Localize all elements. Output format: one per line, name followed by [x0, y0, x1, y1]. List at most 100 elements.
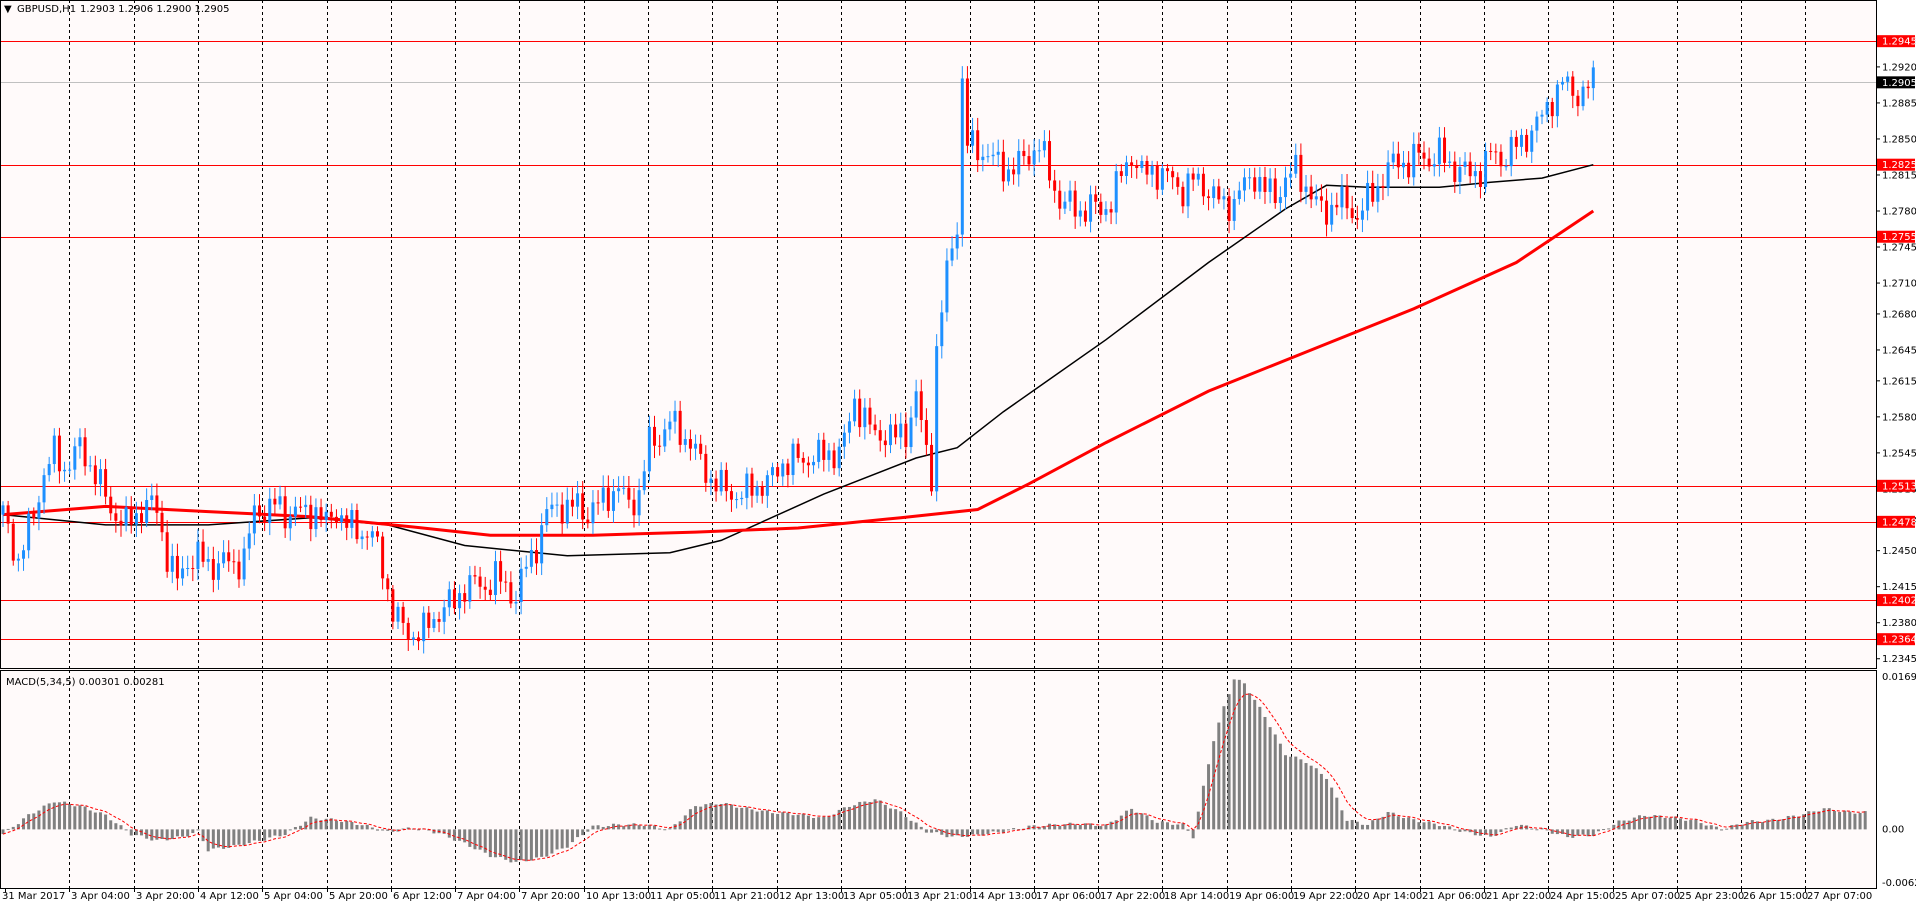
candle-up [252, 505, 256, 534]
candle-up [960, 78, 964, 235]
time-tick-label: 14 Apr 13:00 [972, 891, 1037, 902]
candle-up [1535, 116, 1539, 131]
macd-bar [1222, 706, 1226, 830]
macd-bar [1766, 819, 1770, 830]
macd-bar [83, 806, 87, 830]
menu-glyph-icon[interactable]: ▼ [4, 4, 12, 15]
macd-bar [452, 829, 456, 841]
macd-bar [447, 829, 451, 838]
macd-bar [11, 826, 15, 830]
macd-bar [1658, 815, 1662, 830]
time-tick-label: 18 Apr 14:00 [1164, 891, 1229, 902]
macd-bar [827, 816, 831, 830]
macd-bar [1473, 829, 1477, 836]
macd-bar [1561, 829, 1565, 834]
time-tick-label: 12 Apr 13:00 [779, 891, 844, 902]
candle-up [1545, 102, 1549, 115]
macd-bar [1776, 819, 1780, 830]
macd-bar [714, 804, 718, 830]
candle-up [1504, 166, 1508, 168]
candle-up [247, 533, 251, 549]
candle-up [540, 525, 544, 564]
macd-bar [488, 829, 492, 858]
candle-down [258, 505, 261, 517]
macd-bar [16, 824, 20, 830]
candle-down [1453, 161, 1457, 182]
macd-bar [606, 826, 610, 830]
macd-bar [309, 816, 313, 830]
macd-bar [1176, 824, 1180, 830]
candle-up [601, 487, 605, 503]
candle-down [1499, 151, 1503, 167]
macd-bar [1381, 816, 1385, 830]
time-axis[interactable]: 31 Mar 2017 3 Apr 04:00 3 Apr 20:00 4 Apr 1… [2, 888, 1872, 902]
macd-bar [622, 826, 626, 830]
price-axis[interactable]: 1.2945 1.2920 1.2885 1.2850 1.2815 1.2780 1.27… [1876, 35, 1916, 665]
candle-up [304, 504, 308, 508]
candle-up [694, 443, 698, 449]
price-tick-label: 1.2780 [1882, 207, 1916, 218]
chart-header: ▼ GBPUSD,H1 1.2903 1.2906 1.2900 1.2905 [4, 4, 230, 15]
macd-bar [632, 823, 636, 830]
candle-up [447, 589, 451, 608]
candle-up [611, 491, 615, 511]
macd-bar [160, 829, 164, 840]
macd-bar [211, 829, 215, 849]
macd-bar [201, 829, 205, 842]
macd-bar [329, 818, 333, 830]
time-tick-label: 11 Apr 05:00 [650, 891, 715, 902]
candle-up [1386, 162, 1390, 188]
candle-up [1376, 186, 1380, 202]
candle-up [519, 568, 523, 603]
level-tag [1877, 479, 1915, 492]
candle-up [853, 398, 857, 422]
macd-bar [473, 829, 477, 850]
candle-up [1432, 164, 1436, 167]
time-tick-label: 3 Apr 20:00 [136, 891, 195, 902]
candle-down [1417, 143, 1421, 153]
candle-up [422, 612, 426, 642]
candle-up [771, 467, 774, 476]
macd-label: MACD(5,34,5) 0.00301 0.00281 [6, 677, 165, 688]
candle-down [478, 576, 482, 587]
candle-up [1591, 67, 1595, 89]
macd-bar [945, 829, 949, 838]
macd-bar [1407, 817, 1411, 830]
macd-bar [1114, 820, 1118, 830]
macd-bar [1309, 765, 1313, 830]
candle-up [837, 446, 841, 469]
macd-bar [1704, 825, 1708, 830]
candle-up [350, 509, 354, 528]
candle-up [971, 130, 975, 146]
price-tick-label: 1.2450 [1882, 546, 1916, 557]
macd-bar [324, 818, 328, 830]
price-tick-label: 1.2580 [1882, 412, 1916, 423]
candle-up [668, 421, 672, 430]
candle-up [268, 498, 272, 523]
candle-down [1012, 169, 1016, 175]
candle-up [324, 511, 328, 521]
macd-bar [1058, 825, 1062, 830]
candle-down [570, 499, 574, 507]
candle-up [935, 346, 939, 492]
candle-up [765, 475, 769, 496]
macd-tick-label: 0.01694 [1882, 672, 1916, 683]
candle-up [1561, 81, 1565, 85]
candle-up [1032, 150, 1036, 165]
candle-down [175, 555, 179, 579]
macd-bar [1484, 829, 1488, 835]
candle-down [406, 622, 410, 640]
macd-bar [1468, 829, 1472, 833]
level-tag [1877, 230, 1915, 243]
macd-bar [817, 817, 821, 830]
macd-bar [760, 810, 764, 830]
candle-up [1006, 169, 1010, 182]
candle-down [57, 435, 61, 472]
candle-up [1104, 209, 1108, 215]
macd-bar [1740, 824, 1744, 830]
candle-down [868, 407, 872, 425]
candle-down [129, 507, 133, 525]
candle-down [699, 443, 703, 454]
